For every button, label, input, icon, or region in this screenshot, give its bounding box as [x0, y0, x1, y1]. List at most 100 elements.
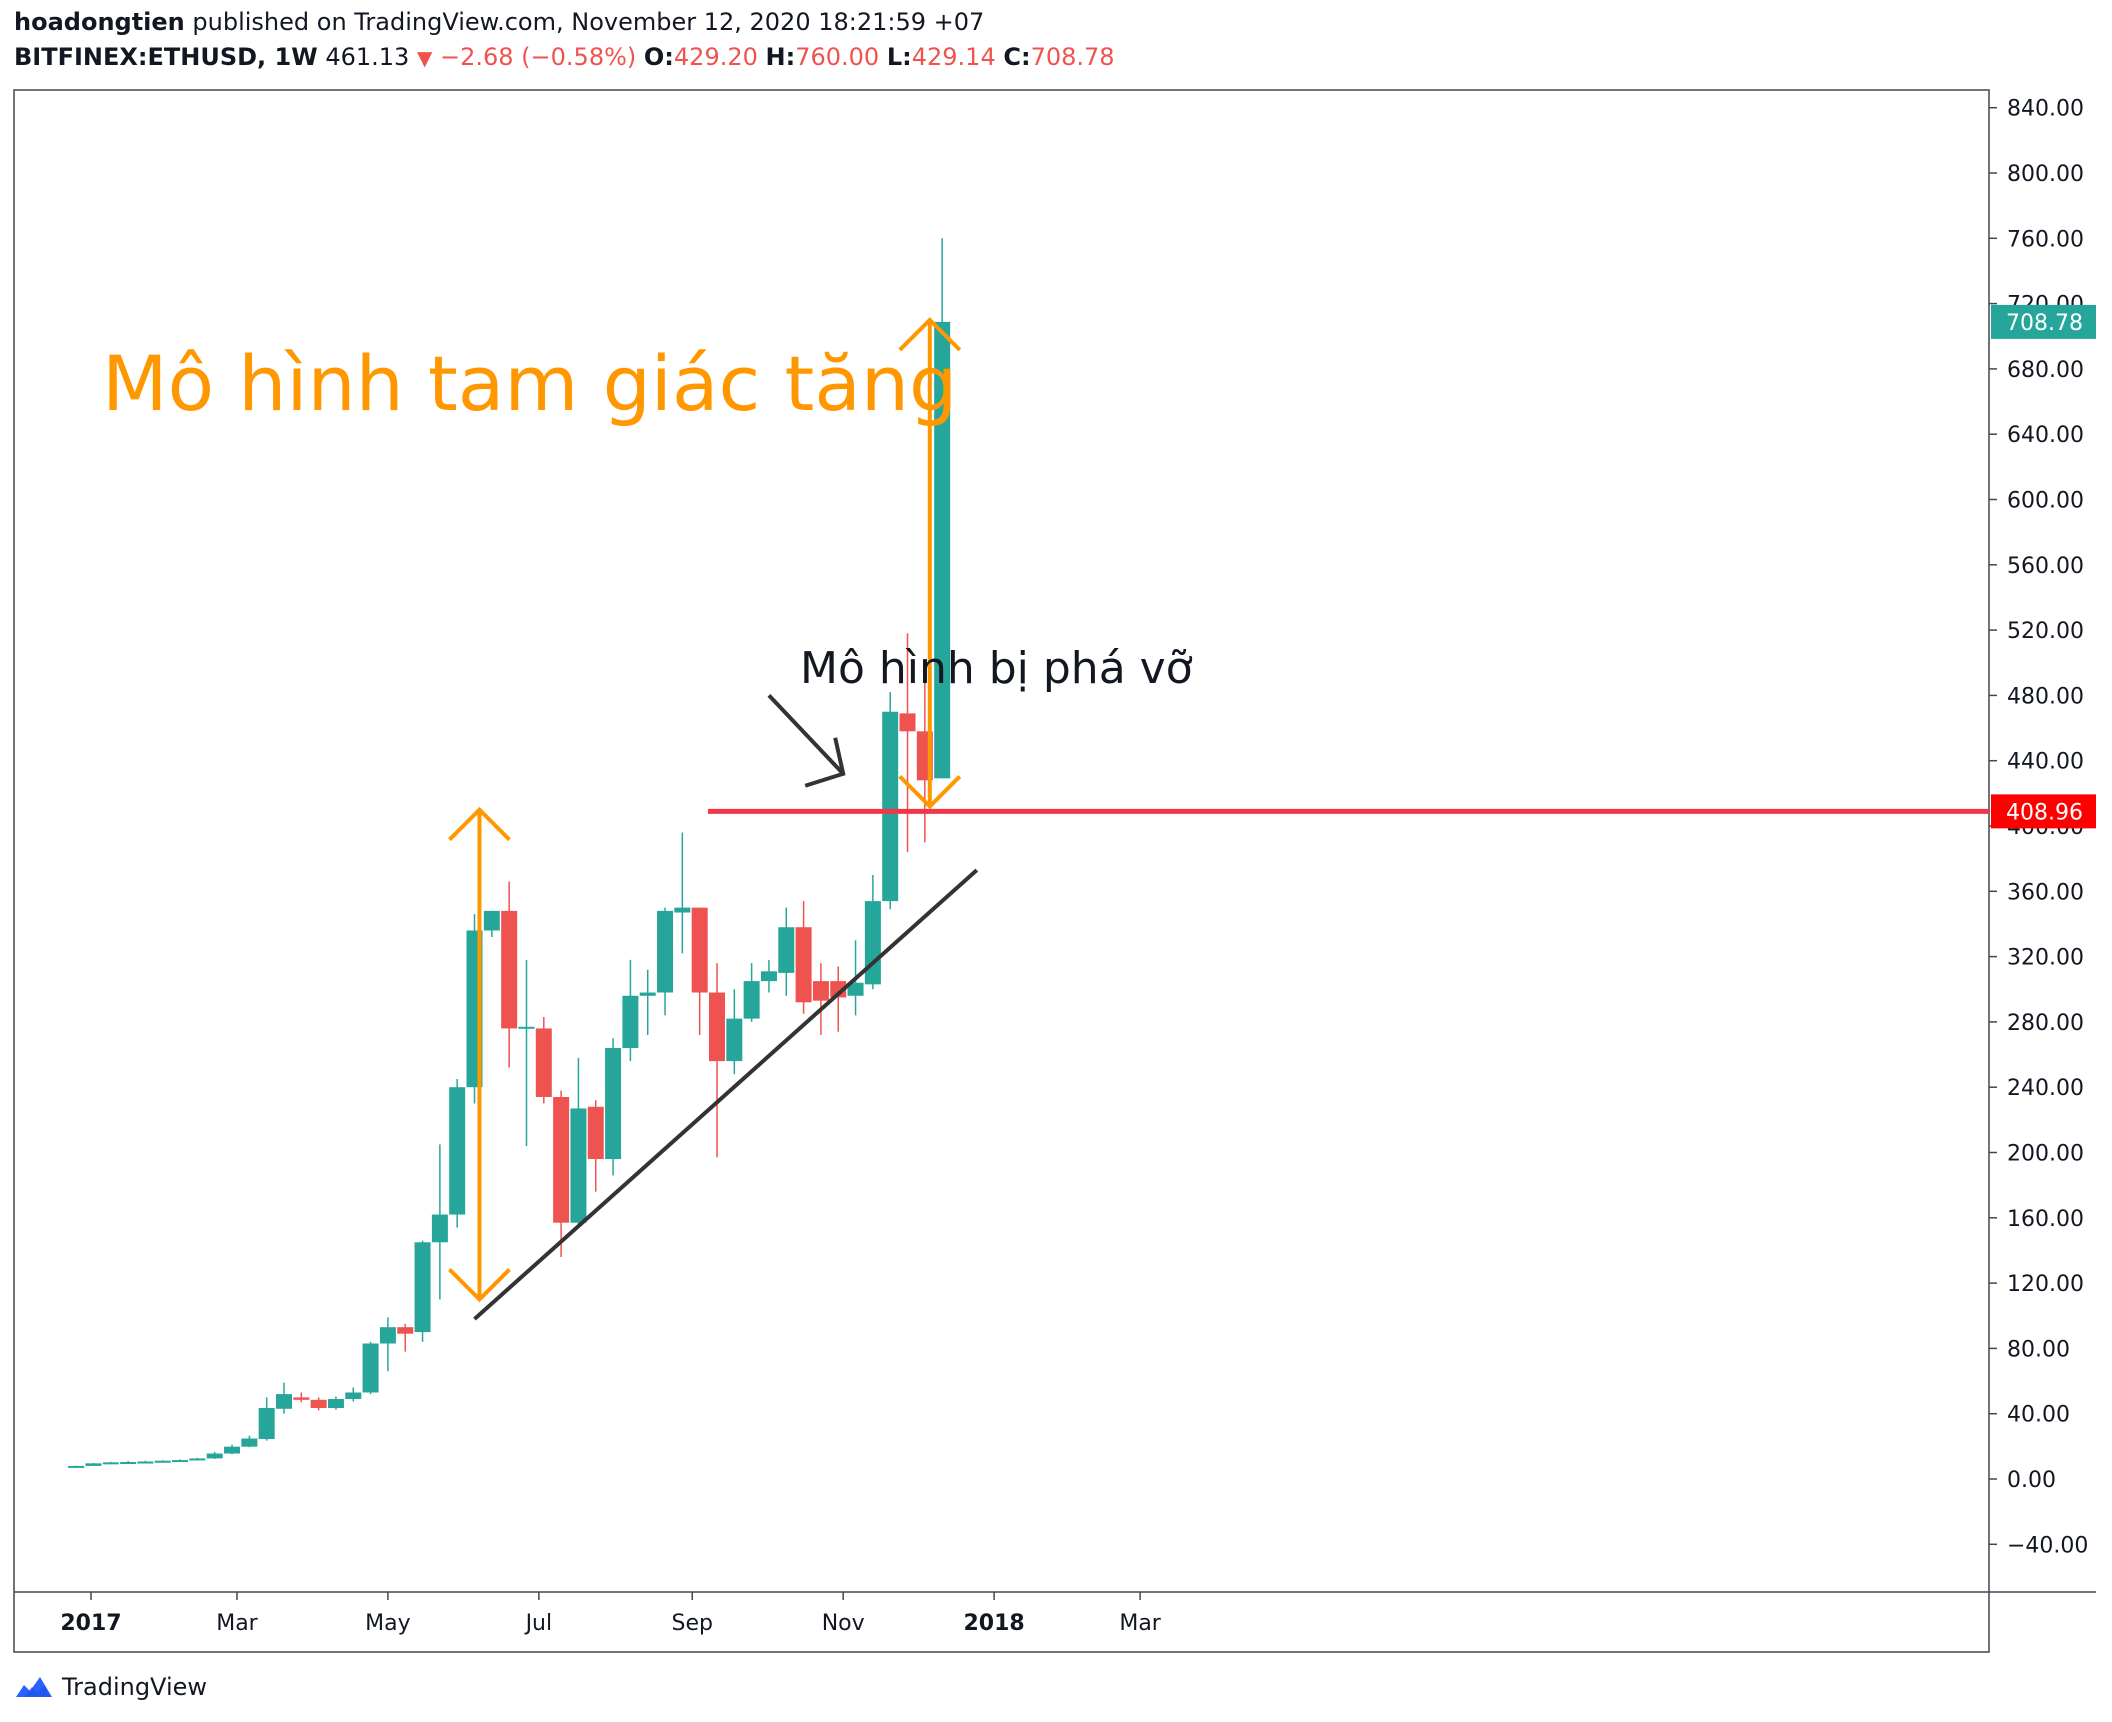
price-tick-label: 360.00	[2007, 880, 2084, 905]
candle-body	[310, 1399, 327, 1408]
candle	[189, 1457, 206, 1461]
candle-body	[68, 1465, 85, 1468]
candle-body	[501, 910, 518, 1029]
candle	[345, 1387, 362, 1402]
last-price-tag-label: 708.78	[2006, 311, 2083, 336]
candle	[899, 633, 916, 853]
price-tick-label: 320.00	[2007, 946, 2084, 971]
candle-body	[362, 1343, 379, 1393]
candle	[449, 1079, 466, 1228]
candle	[553, 1090, 570, 1257]
candle	[206, 1452, 223, 1459]
tradingview-brand[interactable]: TradingView	[62, 1673, 208, 1701]
candle	[795, 901, 812, 1014]
high-value: 760.00	[795, 43, 880, 71]
candle	[622, 959, 639, 1062]
candle	[310, 1397, 327, 1411]
price-tick-label: 80.00	[2007, 1337, 2070, 1362]
measure-arrow	[898, 317, 962, 810]
time-tick-label: Mar	[1119, 1611, 1161, 1636]
candle-body	[674, 907, 691, 913]
price-tick-label: −40.00	[2007, 1533, 2088, 1558]
candle	[587, 1100, 604, 1192]
candle-body	[189, 1458, 206, 1461]
candle	[275, 1382, 292, 1414]
candle-body	[760, 971, 777, 982]
candle-body	[778, 927, 795, 973]
candle-body	[120, 1462, 137, 1465]
candle-body	[726, 1018, 743, 1062]
breakout-arrow-shaft	[767, 694, 845, 776]
candle-body	[847, 982, 864, 996]
candle-body	[622, 995, 639, 1049]
price-tick-label: 240.00	[2007, 1076, 2084, 1101]
author-name[interactable]: hoadongtien	[14, 8, 185, 36]
candle	[535, 1017, 552, 1104]
publish-info: hoadongtien published on TradingView.com…	[14, 8, 984, 36]
candle	[760, 959, 777, 993]
candle	[154, 1460, 171, 1463]
candle	[85, 1463, 102, 1467]
tradingview-footer: TradingView	[14, 1670, 207, 1704]
candle-body	[743, 981, 760, 1019]
candle	[691, 907, 708, 1035]
resistance-price-tag	[1991, 794, 2096, 829]
candle-body	[345, 1392, 362, 1400]
time-tick-label: Jul	[524, 1611, 553, 1636]
candle-body	[154, 1460, 171, 1463]
close-value: 708.78	[1030, 43, 1115, 71]
price-tick-label: 480.00	[2007, 684, 2084, 709]
candle-body	[275, 1394, 292, 1409]
candle	[743, 963, 760, 1022]
candle-body	[241, 1438, 258, 1447]
price-tick-label: 520.00	[2007, 619, 2084, 644]
candle-body	[691, 907, 708, 993]
candle	[414, 1240, 431, 1342]
candle-body	[587, 1106, 604, 1160]
candle-body	[708, 992, 725, 1062]
support-trendline	[473, 868, 979, 1321]
candle	[674, 832, 691, 954]
candle	[397, 1323, 414, 1352]
candle-body	[553, 1096, 570, 1223]
time-axis[interactable]: 2017 Mar May Jul Sep Nov 2018 Mar	[60, 1592, 1162, 1636]
candle-body	[172, 1460, 189, 1463]
candle	[605, 1038, 622, 1176]
time-tick-label: 2017	[60, 1611, 121, 1636]
candle-body	[812, 981, 829, 1001]
candle	[726, 989, 743, 1075]
candle	[570, 1057, 587, 1228]
measure-arrow-head-top	[898, 317, 962, 352]
last-price: 461.13	[325, 43, 410, 71]
price-tick-label: 0.00	[2007, 1468, 2056, 1493]
price-axis[interactable]: 840.00800.00760.00720.00680.00640.00600.…	[1989, 97, 2088, 1559]
close-label: C:	[1003, 43, 1031, 71]
candle-body	[224, 1446, 241, 1454]
open-label: O:	[643, 43, 674, 71]
tradingview-logo-icon	[16, 1677, 52, 1697]
candle	[224, 1444, 241, 1455]
price-tick-label: 160.00	[2007, 1207, 2084, 1232]
measure-arrow	[448, 806, 511, 1303]
time-tick-label: May	[365, 1611, 410, 1636]
candle-body	[206, 1453, 223, 1459]
candle	[172, 1459, 189, 1463]
candle-body	[657, 910, 674, 993]
candle-body	[864, 901, 881, 985]
measure-arrow-head-bottom	[898, 774, 962, 810]
chart-title: Mô hình tam giác tăng	[102, 339, 957, 428]
low-label: L:	[886, 43, 912, 71]
candle	[293, 1392, 310, 1403]
candle	[137, 1460, 154, 1464]
price-tick-label: 120.00	[2007, 1272, 2084, 1297]
candle	[778, 907, 795, 996]
drawings: 708.78 408.96	[448, 304, 2096, 1321]
candle-body	[830, 981, 847, 998]
price-tick-label: 680.00	[2007, 358, 2084, 383]
breakout-arrow-head	[804, 737, 846, 788]
last-price-tag	[1991, 304, 2096, 339]
candle	[882, 692, 899, 910]
candle	[934, 238, 951, 779]
candle-body	[102, 1462, 119, 1465]
